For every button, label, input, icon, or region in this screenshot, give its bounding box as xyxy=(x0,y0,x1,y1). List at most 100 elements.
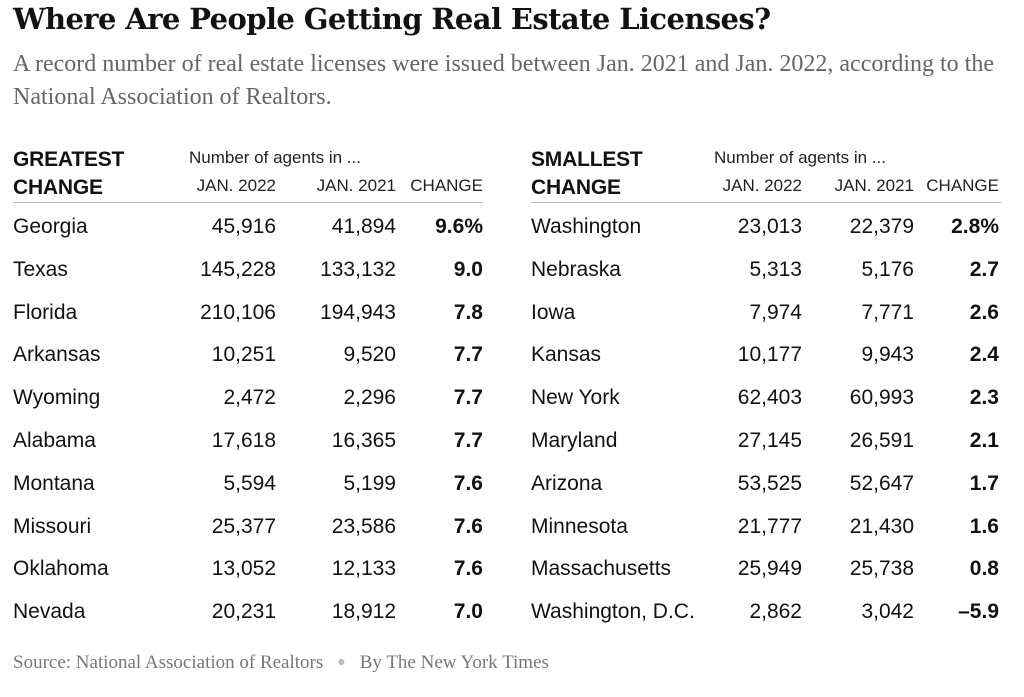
agents-jan-2021: 52,647 xyxy=(849,471,914,495)
table-row: Nebraska 5,313 5,176 2.7 xyxy=(531,246,1001,289)
table-row: Kansas 10,177 9,943 2.4 xyxy=(531,331,1001,374)
percent-change: 9.6% xyxy=(435,215,483,238)
table-header: GREATEST CHANGE Number of agents in ... … xyxy=(13,144,483,203)
table-row: Minnesota 21,777 21,430 1.6 xyxy=(531,503,1001,546)
table-body: Georgia 45,916 41,894 9.6% Texas 145,228 133,1… xyxy=(13,203,483,631)
agents-jan-2022: 17,618 xyxy=(211,428,276,452)
percent-change: 1.7 xyxy=(969,471,999,495)
percent-change: 7.7 xyxy=(453,386,483,410)
agents-jan-2021: 18,912 xyxy=(331,600,396,624)
state-name: Montana xyxy=(13,471,95,495)
agents-jan-2022: 23,013 xyxy=(737,215,802,238)
table-row: Oklahoma 13,052 12,133 7.6 xyxy=(13,545,483,588)
agents-jan-2021: 5,176 xyxy=(861,257,914,281)
group-heading: GREATEST CHANGE xyxy=(13,148,125,199)
table-row: Arizona 53,525 52,647 1.7 xyxy=(531,460,1001,503)
state-name: Texas xyxy=(13,257,68,281)
percent-change: 2.8% xyxy=(951,215,999,238)
greatest-change-table: GREATEST CHANGE Number of agents in ... … xyxy=(13,144,483,631)
state-name: Oklahoma xyxy=(13,557,109,581)
column-super-header: Number of agents in ... xyxy=(189,148,361,167)
agents-jan-2021: 23,586 xyxy=(331,514,396,538)
table-row: Arkansas 10,251 9,520 7.7 xyxy=(13,331,483,374)
percent-change: 1.6 xyxy=(969,514,999,538)
table-row: Washington 23,013 22,379 2.8% xyxy=(531,203,1001,246)
percent-change: 7.8 xyxy=(453,300,483,324)
column-super-header: Number of agents in ... xyxy=(714,148,886,167)
agents-jan-2022: 10,177 xyxy=(737,343,802,367)
agents-jan-2021: 25,738 xyxy=(849,557,914,581)
state-name: Arkansas xyxy=(13,343,101,367)
state-name: Florida xyxy=(13,300,78,324)
agents-jan-2022: 2,472 xyxy=(223,386,276,410)
agents-jan-2021: 2,296 xyxy=(343,386,396,410)
agents-jan-2022: 2,862 xyxy=(749,600,802,624)
state-name: Minnesota xyxy=(531,514,628,538)
state-name: Georgia xyxy=(13,215,88,238)
chart-title: Where Are People Getting Real Estate Lic… xyxy=(13,2,771,36)
percent-change: 7.6 xyxy=(453,557,483,581)
state-name: Iowa xyxy=(531,300,576,324)
agents-jan-2022: 62,403 xyxy=(737,386,802,410)
state-name: Maryland xyxy=(531,428,618,452)
agents-jan-2022: 45,916 xyxy=(211,215,276,238)
source-note: Source: National Association of Realtors xyxy=(13,652,324,673)
agents-jan-2022: 10,251 xyxy=(211,343,276,367)
state-name: Wyoming xyxy=(13,386,101,410)
percent-change: 7.7 xyxy=(453,343,483,367)
table-row: Washington, D.C. 2,862 3,042 –5.9 xyxy=(531,588,1001,631)
state-name: New York xyxy=(531,386,620,410)
column-header-jan-2021: JAN. 2021 xyxy=(316,176,396,195)
agents-jan-2021: 22,379 xyxy=(849,215,914,238)
state-name: Massachusetts xyxy=(531,557,672,581)
percent-change: 0.8 xyxy=(969,557,999,581)
smallest-change-table: SMALLEST CHANGE Number of agents in ... … xyxy=(531,144,1001,631)
separator-dot: ● xyxy=(337,655,346,670)
state-name: Nevada xyxy=(13,600,86,624)
table-body: Washington 23,013 22,379 2.8% Nebraska 5,313 5… xyxy=(531,203,1001,631)
table-row: Iowa 7,974 7,771 2.6 xyxy=(531,289,1001,332)
agents-jan-2022: 13,052 xyxy=(211,557,276,581)
agents-jan-2021: 26,591 xyxy=(849,428,914,452)
percent-change: 2.4 xyxy=(969,343,999,367)
column-header-jan-2022: JAN. 2022 xyxy=(196,176,276,195)
agents-jan-2022: 5,594 xyxy=(223,471,276,495)
column-header-jan-2021: JAN. 2021 xyxy=(834,176,914,195)
table-row: Massachusetts 25,949 25,738 0.8 xyxy=(531,545,1001,588)
percent-change: 7.0 xyxy=(453,600,483,624)
state-name: Washington, D.C. xyxy=(531,600,695,624)
agents-jan-2021: 9,520 xyxy=(343,343,396,367)
agents-jan-2022: 145,228 xyxy=(200,257,276,281)
agents-jan-2022: 21,777 xyxy=(737,514,802,538)
table-row: Florida 210,106 194,943 7.8 xyxy=(13,289,483,332)
percent-change: –5.9 xyxy=(958,600,999,624)
agents-jan-2021: 3,042 xyxy=(861,600,914,624)
percent-change: 2.1 xyxy=(969,428,999,452)
agents-jan-2021: 41,894 xyxy=(331,215,396,238)
agents-jan-2021: 133,132 xyxy=(320,257,396,281)
agents-jan-2022: 210,106 xyxy=(200,300,276,324)
agents-jan-2022: 5,313 xyxy=(749,257,802,281)
agents-jan-2021: 7,771 xyxy=(861,300,914,324)
agents-jan-2021: 21,430 xyxy=(849,514,914,538)
percent-change: 2.6 xyxy=(969,300,999,324)
percent-change: 7.6 xyxy=(453,471,483,495)
state-name: Arizona xyxy=(531,471,603,495)
agents-jan-2022: 53,525 xyxy=(737,471,802,495)
table-row: Nevada 20,231 18,912 7.0 xyxy=(13,588,483,631)
group-heading: SMALLEST CHANGE xyxy=(531,148,643,199)
table-row: Alabama 17,618 16,365 7.7 xyxy=(13,417,483,460)
agents-jan-2022: 27,145 xyxy=(737,428,802,452)
percent-change: 7.7 xyxy=(453,428,483,452)
percent-change: 9.0 xyxy=(453,257,483,281)
table-row: Maryland 27,145 26,591 2.1 xyxy=(531,417,1001,460)
table-row: Texas 145,228 133,132 9.0 xyxy=(13,246,483,289)
state-name: Washington xyxy=(531,215,642,238)
state-name: Alabama xyxy=(13,428,96,452)
table-row: New York 62,403 60,993 2.3 xyxy=(531,374,1001,417)
agents-jan-2022: 25,377 xyxy=(211,514,276,538)
agents-jan-2021: 16,365 xyxy=(331,428,396,452)
chart-subtitle: A record number of real estate licenses … xyxy=(13,51,994,110)
agents-jan-2021: 9,943 xyxy=(861,343,914,367)
agents-jan-2022: 7,974 xyxy=(749,300,802,324)
